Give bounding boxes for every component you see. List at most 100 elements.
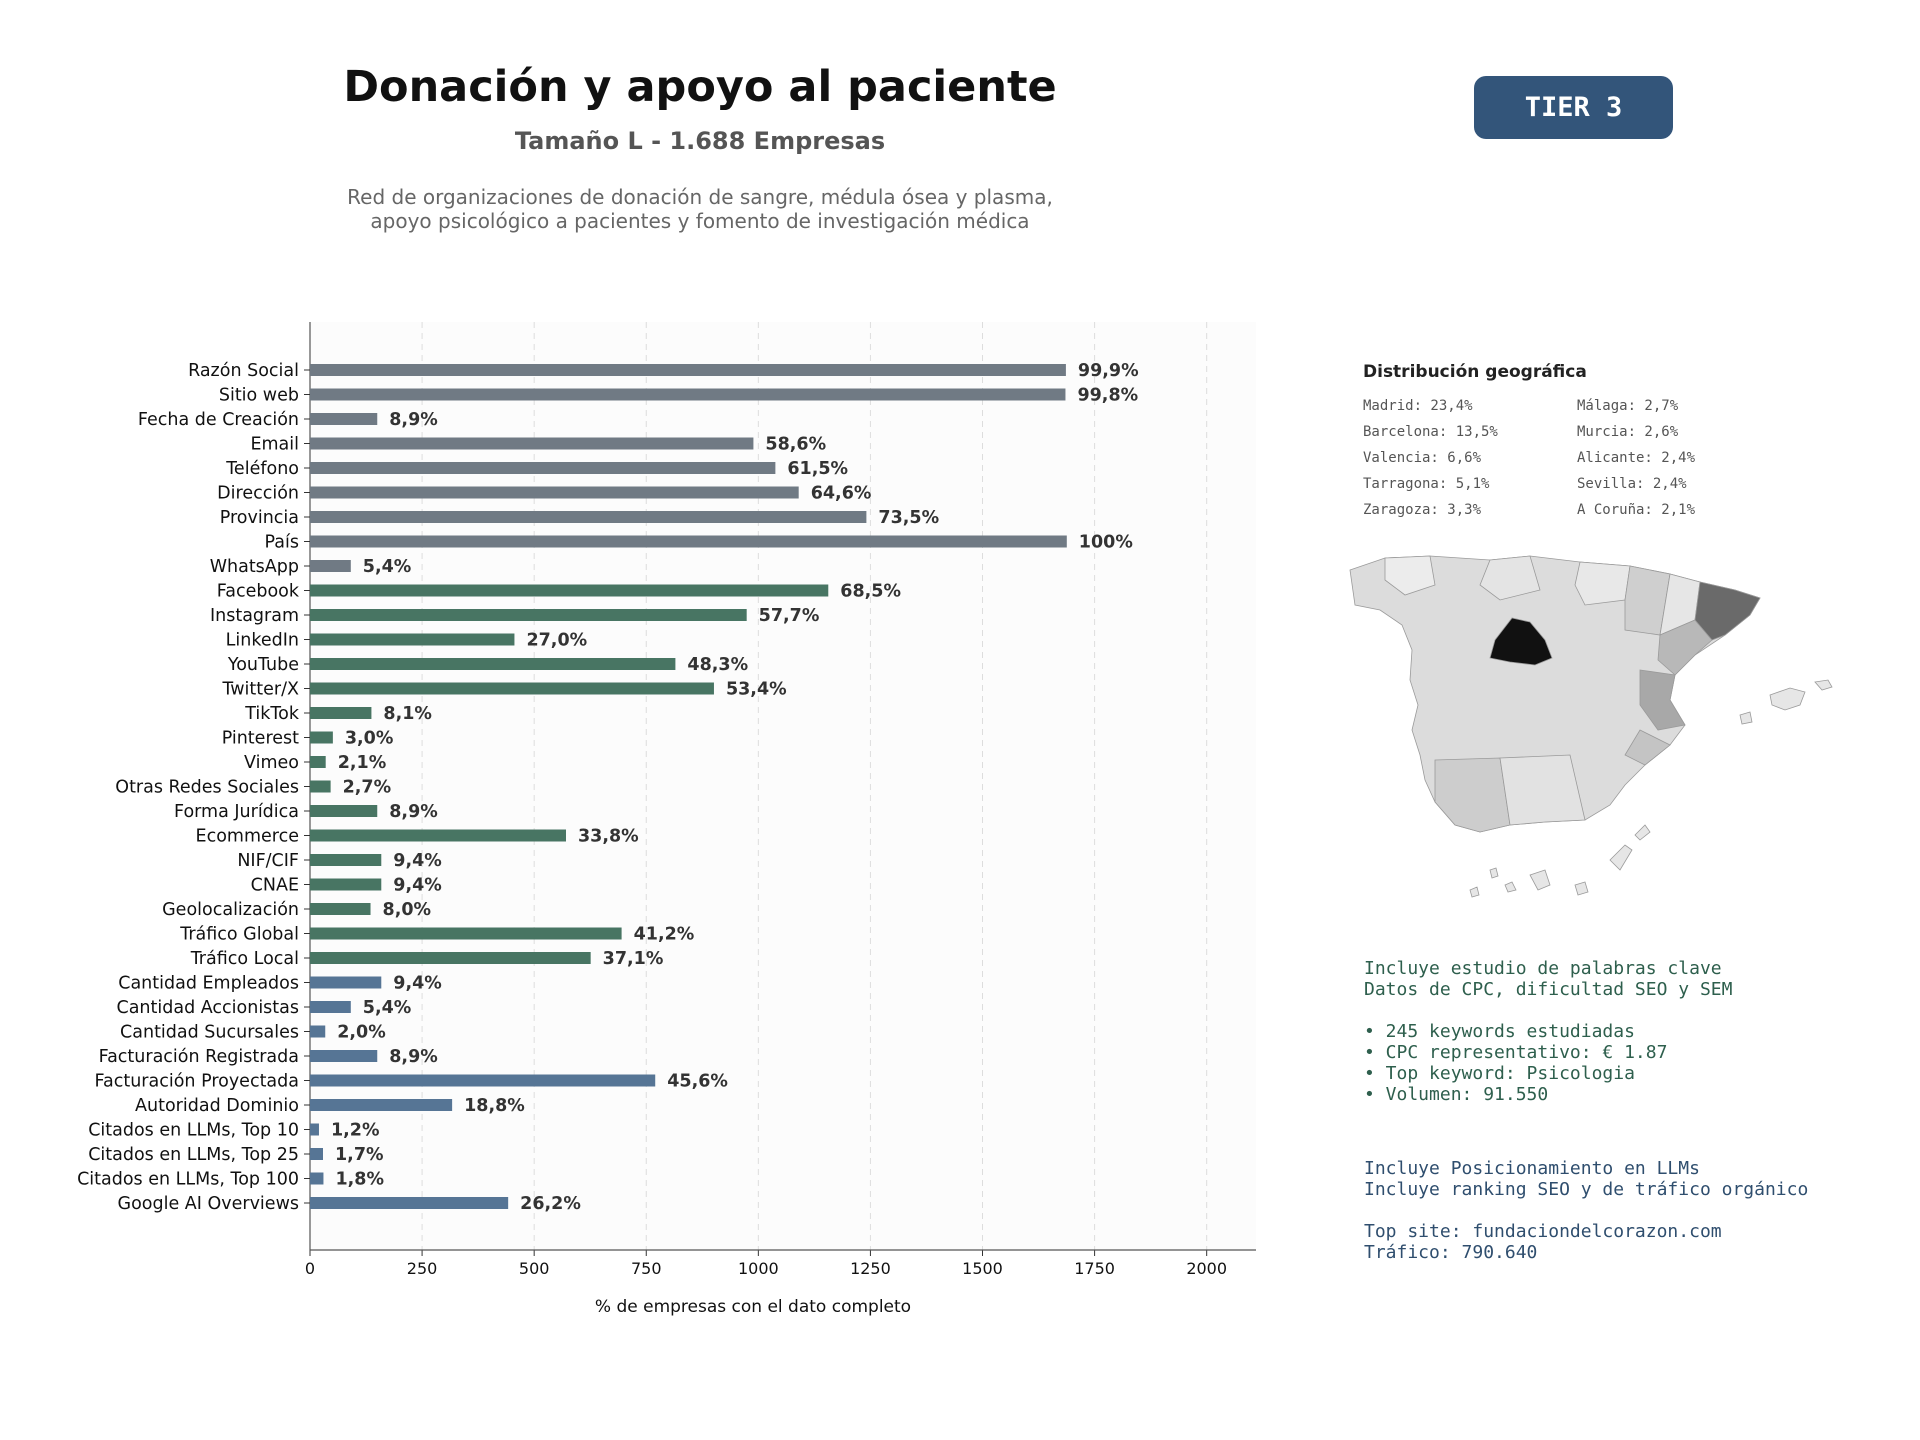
data-label: 58,6% [765,435,826,455]
map-canary-islands [1489,867,1499,879]
keywords-line-2: Datos de CPC, dificultad SEO y SEM [1364,979,1733,1000]
data-label: 8,9% [389,1047,438,1067]
data-label: 9,4% [393,876,442,896]
category-label: YouTube [227,655,299,675]
keywords-bullet: • 245 keywords estudiadas [1364,1021,1635,1042]
map-region [1624,565,1671,636]
map-region-madrid [1489,617,1553,666]
bar [310,805,378,817]
data-label: 8,1% [383,704,432,724]
llm-line-2: Incluye ranking SEO y de tráfico orgánic… [1364,1179,1809,1200]
data-label: 61,5% [787,459,848,479]
data-label: 2,1% [338,753,387,773]
bar [310,658,676,670]
llm-line-1: Incluye Posicionamiento en LLMs [1364,1158,1700,1179]
plot-area [310,322,1256,1250]
top-site-traffic: Tráfico: 790.640 [1364,1242,1538,1263]
geo-entry: Sevilla: 2,4% [1577,476,1687,492]
bar [310,413,378,425]
geo-entry: Zaragoza: 3,3% [1363,502,1482,518]
data-label: 2,0% [337,1023,386,1043]
data-label: 41,2% [634,925,695,945]
page-title: Donación y apoyo al paciente [343,62,1057,112]
bar [310,560,351,572]
bar [310,903,371,915]
bar [310,437,754,450]
data-label: 1,7% [335,1145,384,1165]
data-label: 8,9% [389,802,438,822]
geo-entry: Málaga: 2,7% [1577,398,1679,414]
description-line-1: Red de organizaciones de donación de san… [347,185,1053,209]
category-label: Geolocalización [162,900,299,920]
bar [310,976,382,989]
category-label: País [265,533,299,553]
x-tick-label: 1000 [738,1259,779,1278]
category-label: Citados en LLMs, Top 25 [88,1145,299,1165]
category-label: Tráfico Global [179,925,299,945]
keywords-info: Incluye estudio de palabras clave Datos … [1364,958,1732,1105]
tier-badge: TIER 3 [1474,76,1673,139]
category-label: Ecommerce [196,827,299,847]
keywords-line-1: Incluye estudio de palabras clave [1364,958,1722,979]
data-label: 8,0% [383,900,432,920]
data-label: 5,4% [363,998,412,1018]
data-label: 26,2% [520,1194,581,1214]
data-label: 57,7% [759,606,820,626]
data-label: 99,9% [1078,361,1139,381]
category-label: Razón Social [188,361,299,381]
category-label: LinkedIn [226,631,299,651]
top-site: Top site: fundaciondelcorazon.com [1364,1221,1722,1242]
map-canary-islands [1609,844,1633,871]
map-region-valencia [1639,669,1686,731]
x-tick-label: 500 [519,1259,550,1278]
bar [310,609,747,621]
category-label: Cantidad Empleados [118,974,299,994]
map-region-barcelona [1694,581,1761,641]
category-label: Pinterest [222,729,299,749]
map-region [1434,757,1511,833]
map-canary-islands [1504,881,1517,893]
description-line-2: apoyo psicológico a pacientes y fomento … [370,209,1030,233]
data-label: 1,2% [331,1121,380,1141]
bar [310,878,382,891]
map-canary-islands [1529,869,1551,891]
data-label: 33,8% [578,827,639,847]
category-label: Citados en LLMs, Top 10 [88,1121,299,1141]
x-tick-label: 2000 [1186,1259,1227,1278]
map-balearic-islands [1769,687,1806,711]
data-label: 18,8% [464,1096,525,1116]
geo-entry: A Coruña: 2,1% [1577,502,1696,518]
keywords-bullet: • Volumen: 91.550 [1364,1084,1549,1105]
category-label: Teléfono [225,459,299,479]
bar [310,633,515,646]
category-label: Cantidad Sucursales [120,1023,299,1043]
map-balearic-islands [1739,711,1753,725]
category-label: Provincia [220,508,299,528]
geo-entry: Madrid: 23,4% [1363,398,1473,414]
geo-entry: Tarragona: 5,1% [1363,476,1490,492]
spain-province-map [1349,555,1833,898]
x-tick-label: 1500 [962,1259,1003,1278]
bar [310,829,567,842]
map-region [1479,555,1541,601]
bar [310,707,372,719]
geo-entry: Murcia: 2,6% [1577,424,1679,440]
bar [310,486,799,499]
page-subtitle: Tamaño L - 1.688 Empresas [514,127,886,155]
geo-entry: Alicante: 2,4% [1577,450,1696,466]
category-label: Email [250,435,299,455]
x-tick-label: 1250 [850,1259,891,1278]
category-label: Cantidad Accionistas [116,998,299,1018]
data-label: 45,6% [667,1072,728,1092]
geo-entry: Valencia: 6,6% [1363,450,1482,466]
bar [310,462,776,474]
bar [310,780,331,793]
data-label: 8,9% [389,410,438,430]
bar [310,1025,326,1038]
map-balearic-islands [1814,679,1833,691]
data-label: 1,8% [335,1170,384,1190]
bar [310,1148,324,1160]
keywords-bullet: • CPC representativo: € 1.87 [1364,1042,1668,1063]
bar [310,731,333,744]
data-label: 53,4% [726,680,787,700]
